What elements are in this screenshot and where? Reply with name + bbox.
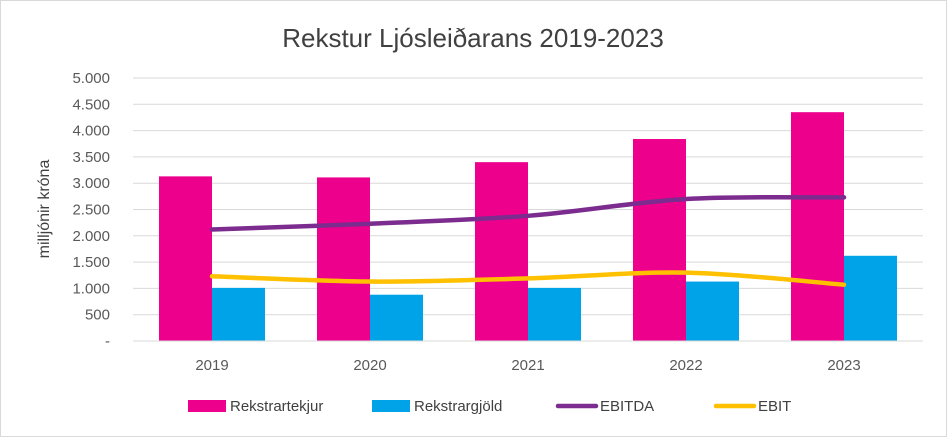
bar [633, 139, 686, 341]
chart-title: Rekstur Ljósleiðarans 2019-2023 [282, 23, 664, 53]
y-tick-label: 500 [85, 307, 110, 324]
bar [159, 176, 212, 341]
bars [159, 112, 897, 341]
bar [370, 294, 423, 341]
x-tick-label: 2020 [353, 357, 386, 374]
x-tick-label: 2021 [511, 357, 544, 374]
legend: Rekstrartekjur Rekstrargjöld EBITDA EBIT [188, 398, 791, 415]
legend-label: EBITDA [600, 398, 654, 415]
axes: - 500 1.000 1.500 2.000 2.500 3.000 3.500 4.000 4… [72, 70, 923, 374]
bar [844, 255, 897, 341]
y-tick-label: 5.000 [72, 70, 110, 87]
bar [475, 162, 528, 341]
y-tick-label: 3.500 [72, 149, 110, 166]
y-axis-label: milljónir króna [36, 160, 53, 259]
legend-label: EBIT [758, 398, 791, 415]
legend-label: Rekstrartekjur [230, 398, 323, 415]
series-line [209, 270, 847, 287]
y-tick-label: 4.000 [72, 123, 110, 140]
y-tick-label: 4.500 [72, 96, 110, 113]
bar [212, 287, 265, 341]
y-tick-label: 1.500 [72, 254, 110, 271]
y-tick-label: 2.500 [72, 202, 110, 219]
y-tick-label: 1.000 [72, 280, 110, 297]
x-tick-label: 2022 [669, 357, 702, 374]
legend-label: Rekstrargjöld [414, 398, 502, 415]
bar [528, 287, 581, 341]
y-tick-label: 3.000 [72, 175, 110, 192]
x-tick-label: 2023 [827, 357, 860, 374]
series-line [209, 194, 847, 232]
lines [209, 194, 847, 287]
legend-swatch [188, 400, 226, 412]
y-tick-label: - [105, 333, 110, 350]
y-tick-label: 2.000 [72, 228, 110, 245]
legend-swatch [372, 400, 410, 412]
bar [686, 281, 739, 341]
bar [317, 177, 370, 341]
x-tick-label: 2019 [195, 357, 228, 374]
bar [791, 112, 844, 341]
